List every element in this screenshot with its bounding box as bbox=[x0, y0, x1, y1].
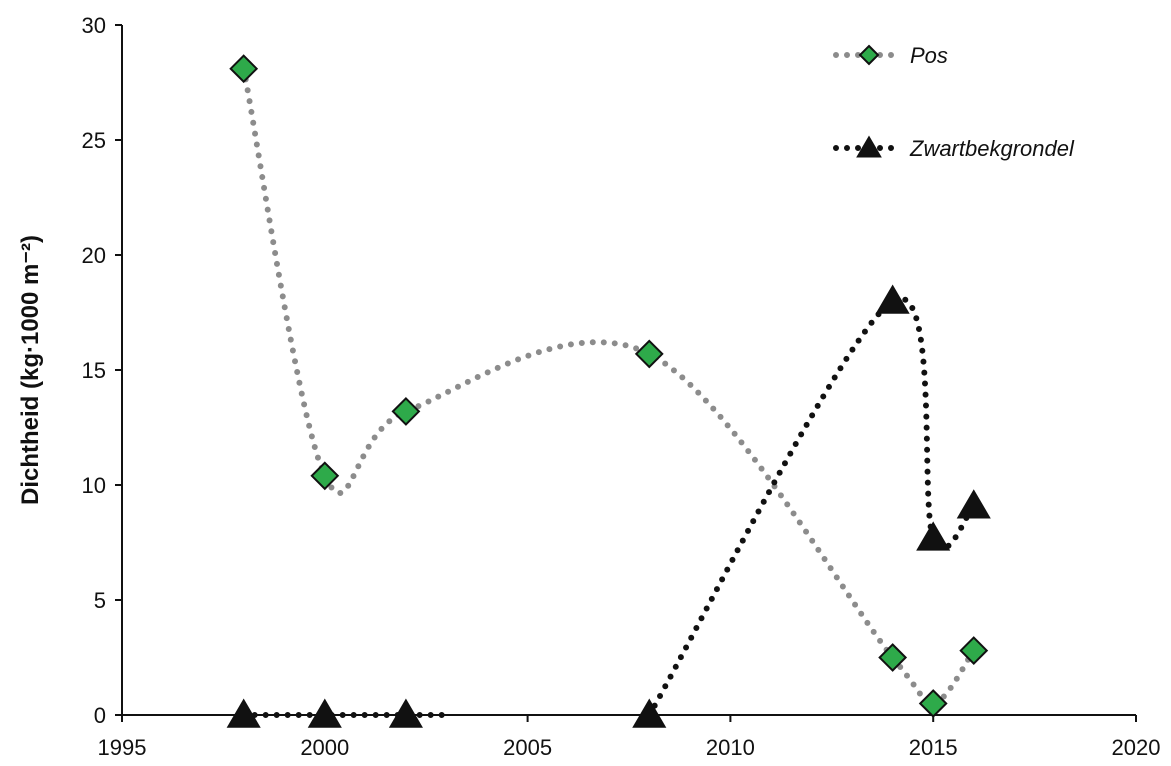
markers bbox=[226, 54, 991, 728]
plot-lines bbox=[240, 65, 977, 718]
series-line-pos bbox=[240, 65, 977, 709]
marker-pos bbox=[229, 54, 259, 84]
marker-zwartbekgrondel bbox=[226, 698, 261, 728]
marker-zwartbekgrondel bbox=[956, 489, 991, 519]
marker-zwartbekgrondel bbox=[916, 521, 951, 551]
legend-marker-zwartbekgrondel bbox=[856, 135, 882, 158]
marker-pos bbox=[959, 636, 989, 666]
x-tick-label: 2005 bbox=[503, 735, 552, 760]
marker-pos bbox=[918, 689, 948, 718]
marker-pos bbox=[310, 461, 340, 491]
marker-pos bbox=[634, 339, 664, 369]
marker-zwartbekgrondel bbox=[307, 698, 342, 728]
y-tick-label: 20 bbox=[82, 243, 106, 268]
y-tick-label: 25 bbox=[82, 128, 106, 153]
legend: Pos Zwartbekgrondel bbox=[833, 43, 1075, 161]
y-ticks: 0 5 10 15 20 25 30 bbox=[82, 13, 122, 728]
y-axis-label: Dichtheid (kg·1000 m⁻²) bbox=[17, 235, 44, 505]
y-tick-label: 30 bbox=[82, 13, 106, 38]
axes bbox=[121, 25, 1136, 716]
y-tick-label: 15 bbox=[82, 358, 106, 383]
legend-label-pos: Pos bbox=[910, 43, 948, 68]
x-ticks: 1995 2000 2005 2010 2015 2020 bbox=[98, 715, 1161, 760]
y-tick-label: 10 bbox=[82, 473, 106, 498]
y-tick-label: 5 bbox=[94, 588, 106, 613]
y-tick-label: 0 bbox=[94, 703, 106, 728]
x-tick-label: 2020 bbox=[1112, 735, 1161, 760]
marker-pos bbox=[878, 643, 908, 672]
legend-marker-pos bbox=[858, 44, 880, 66]
x-tick-label: 1995 bbox=[98, 735, 147, 760]
x-tick-label: 2015 bbox=[909, 735, 958, 760]
marker-pos bbox=[391, 396, 421, 426]
series-line-zwartbekgrondel bbox=[646, 295, 977, 718]
marker-zwartbekgrondel bbox=[632, 698, 667, 728]
legend-label-zwartbekgrondel: Zwartbekgrondel bbox=[909, 136, 1075, 161]
marker-zwartbekgrondel bbox=[875, 284, 910, 314]
x-tick-label: 2000 bbox=[300, 735, 349, 760]
x-tick-label: 2010 bbox=[706, 735, 755, 760]
marker-zwartbekgrondel bbox=[388, 698, 423, 728]
